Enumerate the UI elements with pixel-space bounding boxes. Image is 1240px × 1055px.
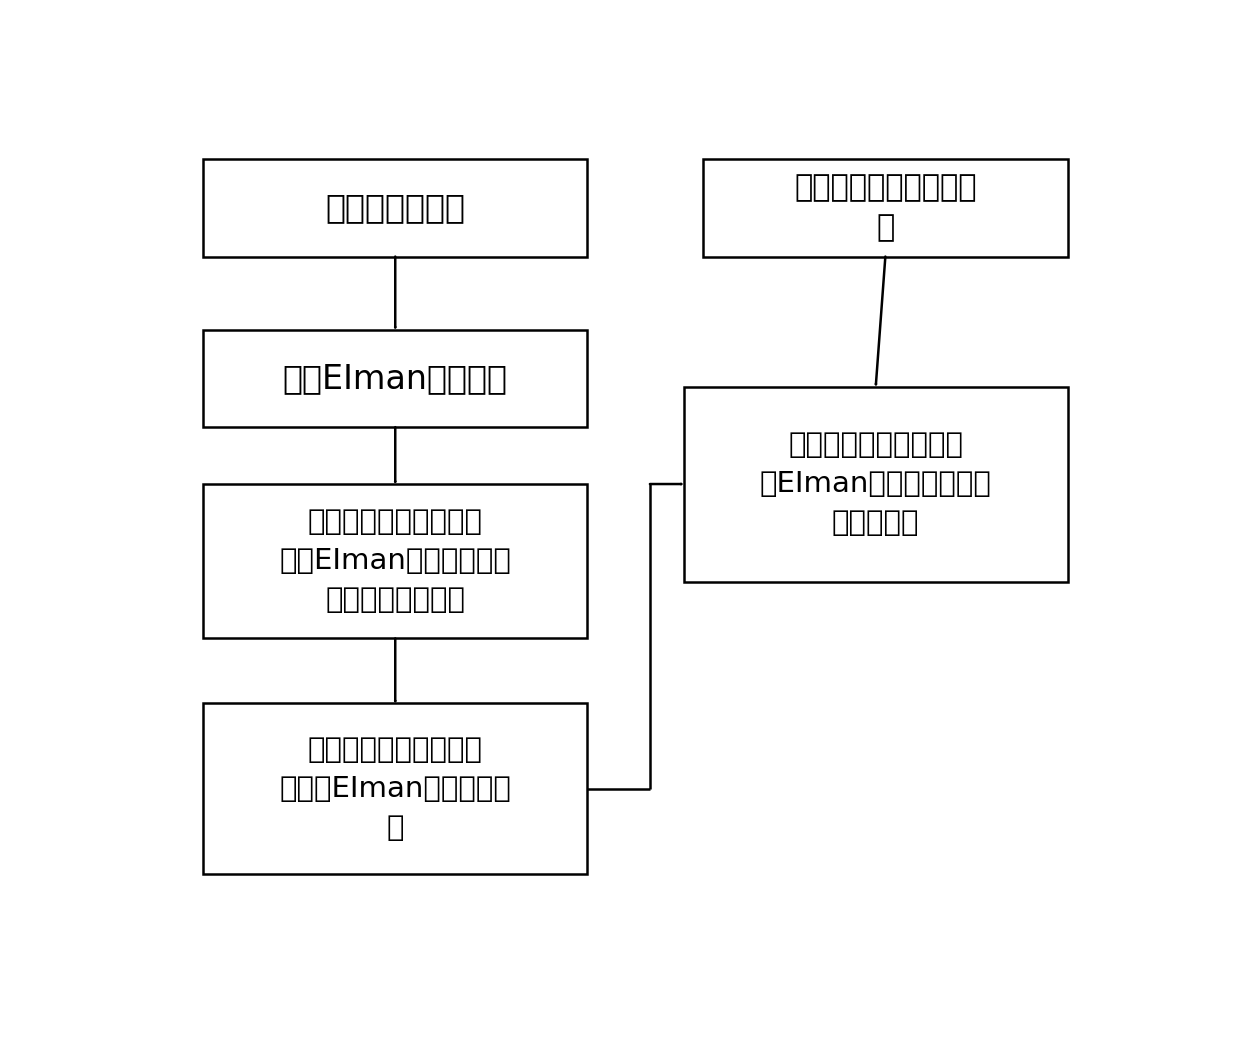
Text: 获取待测船舸的测量数
据: 获取待测船舸的测量数 据 bbox=[794, 173, 977, 243]
Bar bbox=[203, 329, 588, 427]
Bar bbox=[203, 159, 588, 256]
Bar bbox=[203, 704, 588, 874]
Text: 基于遗传模拟退火算法
优化的EIman神经网络模
型: 基于遗传模拟退火算法 优化的EIman神经网络模 型 bbox=[279, 735, 511, 842]
Text: 遗传模拟退火算法优化
的EIman神经网络模型识
别海洋真风: 遗传模拟退火算法优化 的EIman神经网络模型识 别海洋真风 bbox=[760, 431, 992, 537]
Bar bbox=[703, 159, 1068, 256]
Bar bbox=[683, 386, 1068, 581]
Bar bbox=[203, 484, 588, 638]
Text: 构建训练样本集: 构建训练样本集 bbox=[325, 191, 465, 225]
Text: 构建EIman神经网络: 构建EIman神经网络 bbox=[283, 362, 507, 395]
Text: 采用遗传模拟退火算法
优化EIman神经网络的各
层的权重値及阈値: 采用遗传模拟退火算法 优化EIman神经网络的各 层的权重値及阈値 bbox=[279, 509, 511, 614]
